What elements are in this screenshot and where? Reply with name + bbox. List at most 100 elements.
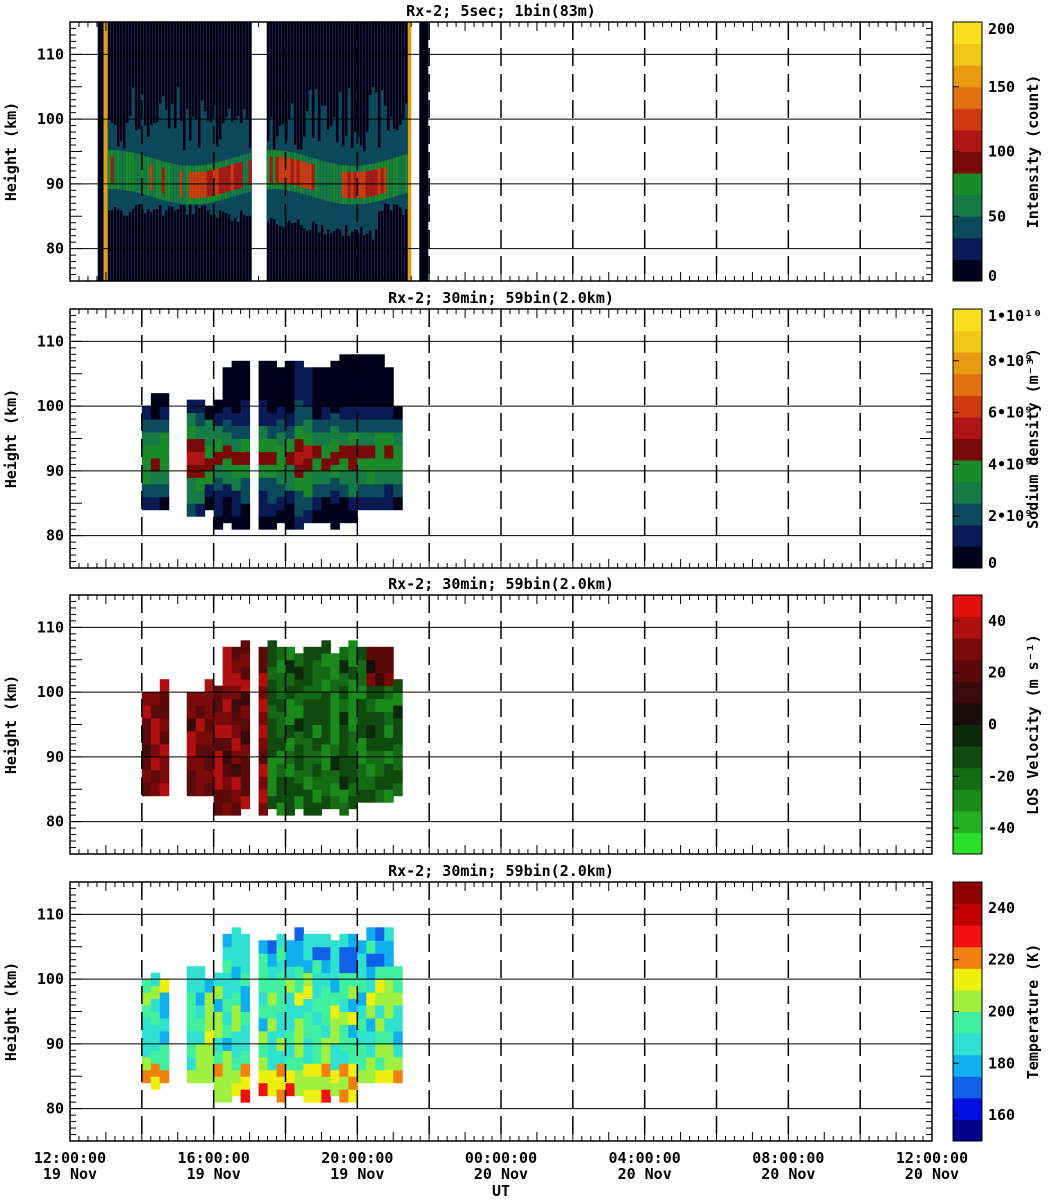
grid-cell [366,737,376,751]
grid-cell [276,432,286,446]
grid-cell [276,1024,286,1038]
strip-core [404,154,408,194]
grid-cell [357,380,367,394]
grid-cell [393,718,403,732]
grid-cell [240,998,251,1012]
grid-cell [294,653,304,667]
grid-cell [186,769,197,784]
panel-1: Rx-2; 5sec; 1bin(83m) 80 90 100 110 Height (k… [2,2,1042,285]
grid-cell [186,692,197,706]
grid-cell [150,743,161,758]
grid-cell [213,802,224,816]
x-axis-label: UT [492,1182,510,1200]
grid-cell [267,1069,278,1084]
grid-cell [339,380,349,394]
grid-cell [321,769,331,784]
grid-cell [330,438,340,452]
strip-peak [356,172,360,198]
grid-cell [312,1050,322,1064]
grid-cell [366,992,376,1006]
strip-peak [224,166,228,193]
grid-cell [393,483,403,498]
edge-right-glow [407,22,412,281]
grid-cell [285,789,295,803]
strip-layer [380,90,384,212]
strip-layer [191,116,195,215]
grid-cell [213,998,224,1012]
grid-cell [186,966,197,980]
colorbar-segment [953,194,982,217]
grid-cell [375,953,385,967]
grid-cell [267,451,278,465]
colorbar-segment [953,789,982,812]
strip-peak [362,171,366,198]
grid-cell [276,724,286,738]
grid-cell [141,457,152,472]
grid-cell [384,419,394,433]
colorbar-tick-label: 240 [988,899,1015,917]
strip-peak [377,168,381,195]
grid-cell [204,444,215,459]
grid-cell [267,992,278,1006]
grid-cell [276,998,286,1012]
y-tick-label: 100 [37,683,64,701]
grid-cell [267,953,278,967]
strip-layer [170,103,174,207]
strip-core [152,158,156,198]
grid-cell [339,496,349,511]
panel-2: Rx-2; 30min; 59bin(2.0km) 80 90 100 110 Heigh… [2,289,1042,572]
strip-layer [179,121,183,205]
grid-cell [312,1063,322,1077]
grid-cell [258,1056,269,1071]
strip-peak [341,171,345,198]
grid-cell [222,1011,233,1025]
grid-cell [321,705,331,719]
grid-cell [222,1050,233,1064]
grid-cell [186,705,197,719]
grid-cell [393,1017,403,1032]
grid-cell [276,406,286,420]
grid-cell [285,711,295,725]
grid-cell [366,380,376,394]
y-tick-label: 100 [37,110,64,128]
grid-cell [276,1011,286,1025]
grid-cell [357,724,367,738]
y-tick-label: 110 [37,618,64,636]
grid-cell [195,438,206,452]
grid-cell [321,393,331,407]
panel-title: Rx-2; 30min; 59bin(2.0km) [388,575,614,593]
grid-cell [267,966,278,980]
grid-cell [357,483,367,498]
strip-core [155,159,159,199]
strip-peak [230,164,234,191]
grid-cell [330,966,340,980]
grid-cell [276,698,286,713]
grid-cell [312,1089,322,1103]
grid-cell [348,692,358,706]
strip-layer [368,94,372,231]
colorbar-tick-label: 50 [988,207,1006,225]
x-tick-time: 16:00:00 [178,1149,250,1167]
grid-cell [375,711,385,725]
grid-cell [321,457,331,472]
grid-cell [348,946,358,961]
colorbar-segment [953,395,982,418]
grid-cell [348,730,358,745]
grid-cell [357,444,367,459]
grid-cell [231,516,242,530]
grid-cell [231,979,242,993]
grid-cell [240,1011,251,1025]
grid-cell [348,743,358,758]
grid-cell [384,1043,394,1058]
strip-layer [131,87,135,210]
grid-cell [312,698,322,713]
grid-cell [258,953,269,967]
grid-cell [321,679,331,693]
grid-cell [222,985,233,1000]
colorbar-segment [953,546,982,569]
grid-cell [267,782,278,797]
grid-cell [141,705,152,719]
grid-cell [222,393,233,407]
grid-cell [240,373,251,388]
grid-cell [141,496,152,511]
